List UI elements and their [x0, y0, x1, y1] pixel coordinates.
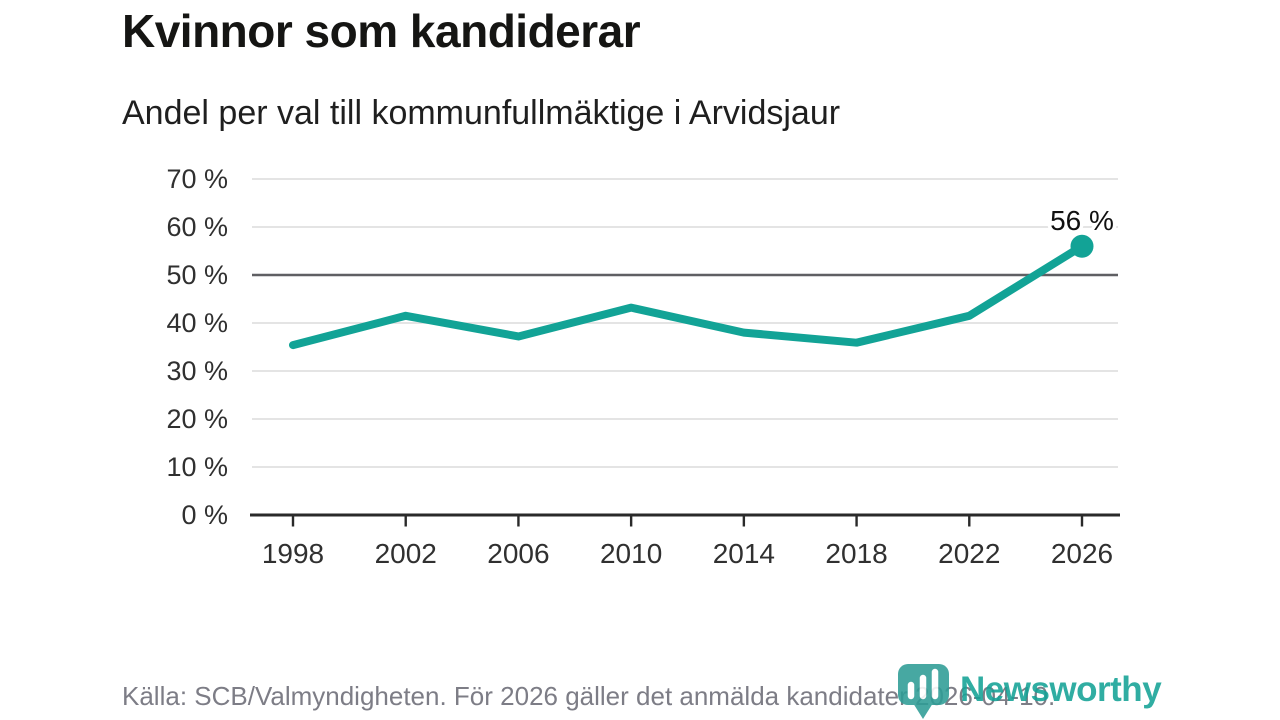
last-value-label: 56 % — [1050, 205, 1114, 236]
x-axis-tick-label: 2026 — [1051, 538, 1113, 569]
x-axis-tick-label: 2014 — [713, 538, 775, 569]
end-point-dot — [1070, 234, 1094, 258]
y-axis-tick-label: 30 % — [166, 356, 228, 386]
x-axis-tick-label: 2018 — [825, 538, 887, 569]
y-axis-tick-label: 60 % — [166, 212, 228, 242]
x-axis-tick-label: 1998 — [262, 538, 324, 569]
newsworthy-wordmark: Newsworthy — [960, 670, 1162, 709]
bar-chart-map-pin-icon — [898, 664, 949, 719]
chart-title: Kvinnor som kandiderar — [122, 5, 641, 57]
data-line — [289, 242, 1086, 350]
y-axis-tick-label: 0 % — [181, 500, 228, 530]
x-axis-tick-label: 2022 — [938, 538, 1000, 569]
x-axis-tick-label: 2006 — [487, 538, 549, 569]
newsworthy-logo: Newsworthy — [897, 663, 1162, 720]
x-axis-tick-label: 2010 — [600, 538, 662, 569]
y-axis-tick-label: 10 % — [166, 452, 228, 482]
chart-subtitle: Andel per val till kommunfullmäktige i A… — [122, 94, 841, 132]
y-axis-tick-label: 50 % — [166, 260, 228, 290]
x-axis-tick-label: 2002 — [375, 538, 437, 569]
y-axis-tick-label: 20 % — [166, 404, 228, 434]
y-axis-tick-label: 70 % — [166, 164, 228, 194]
y-axis-tick-label: 40 % — [166, 308, 228, 338]
